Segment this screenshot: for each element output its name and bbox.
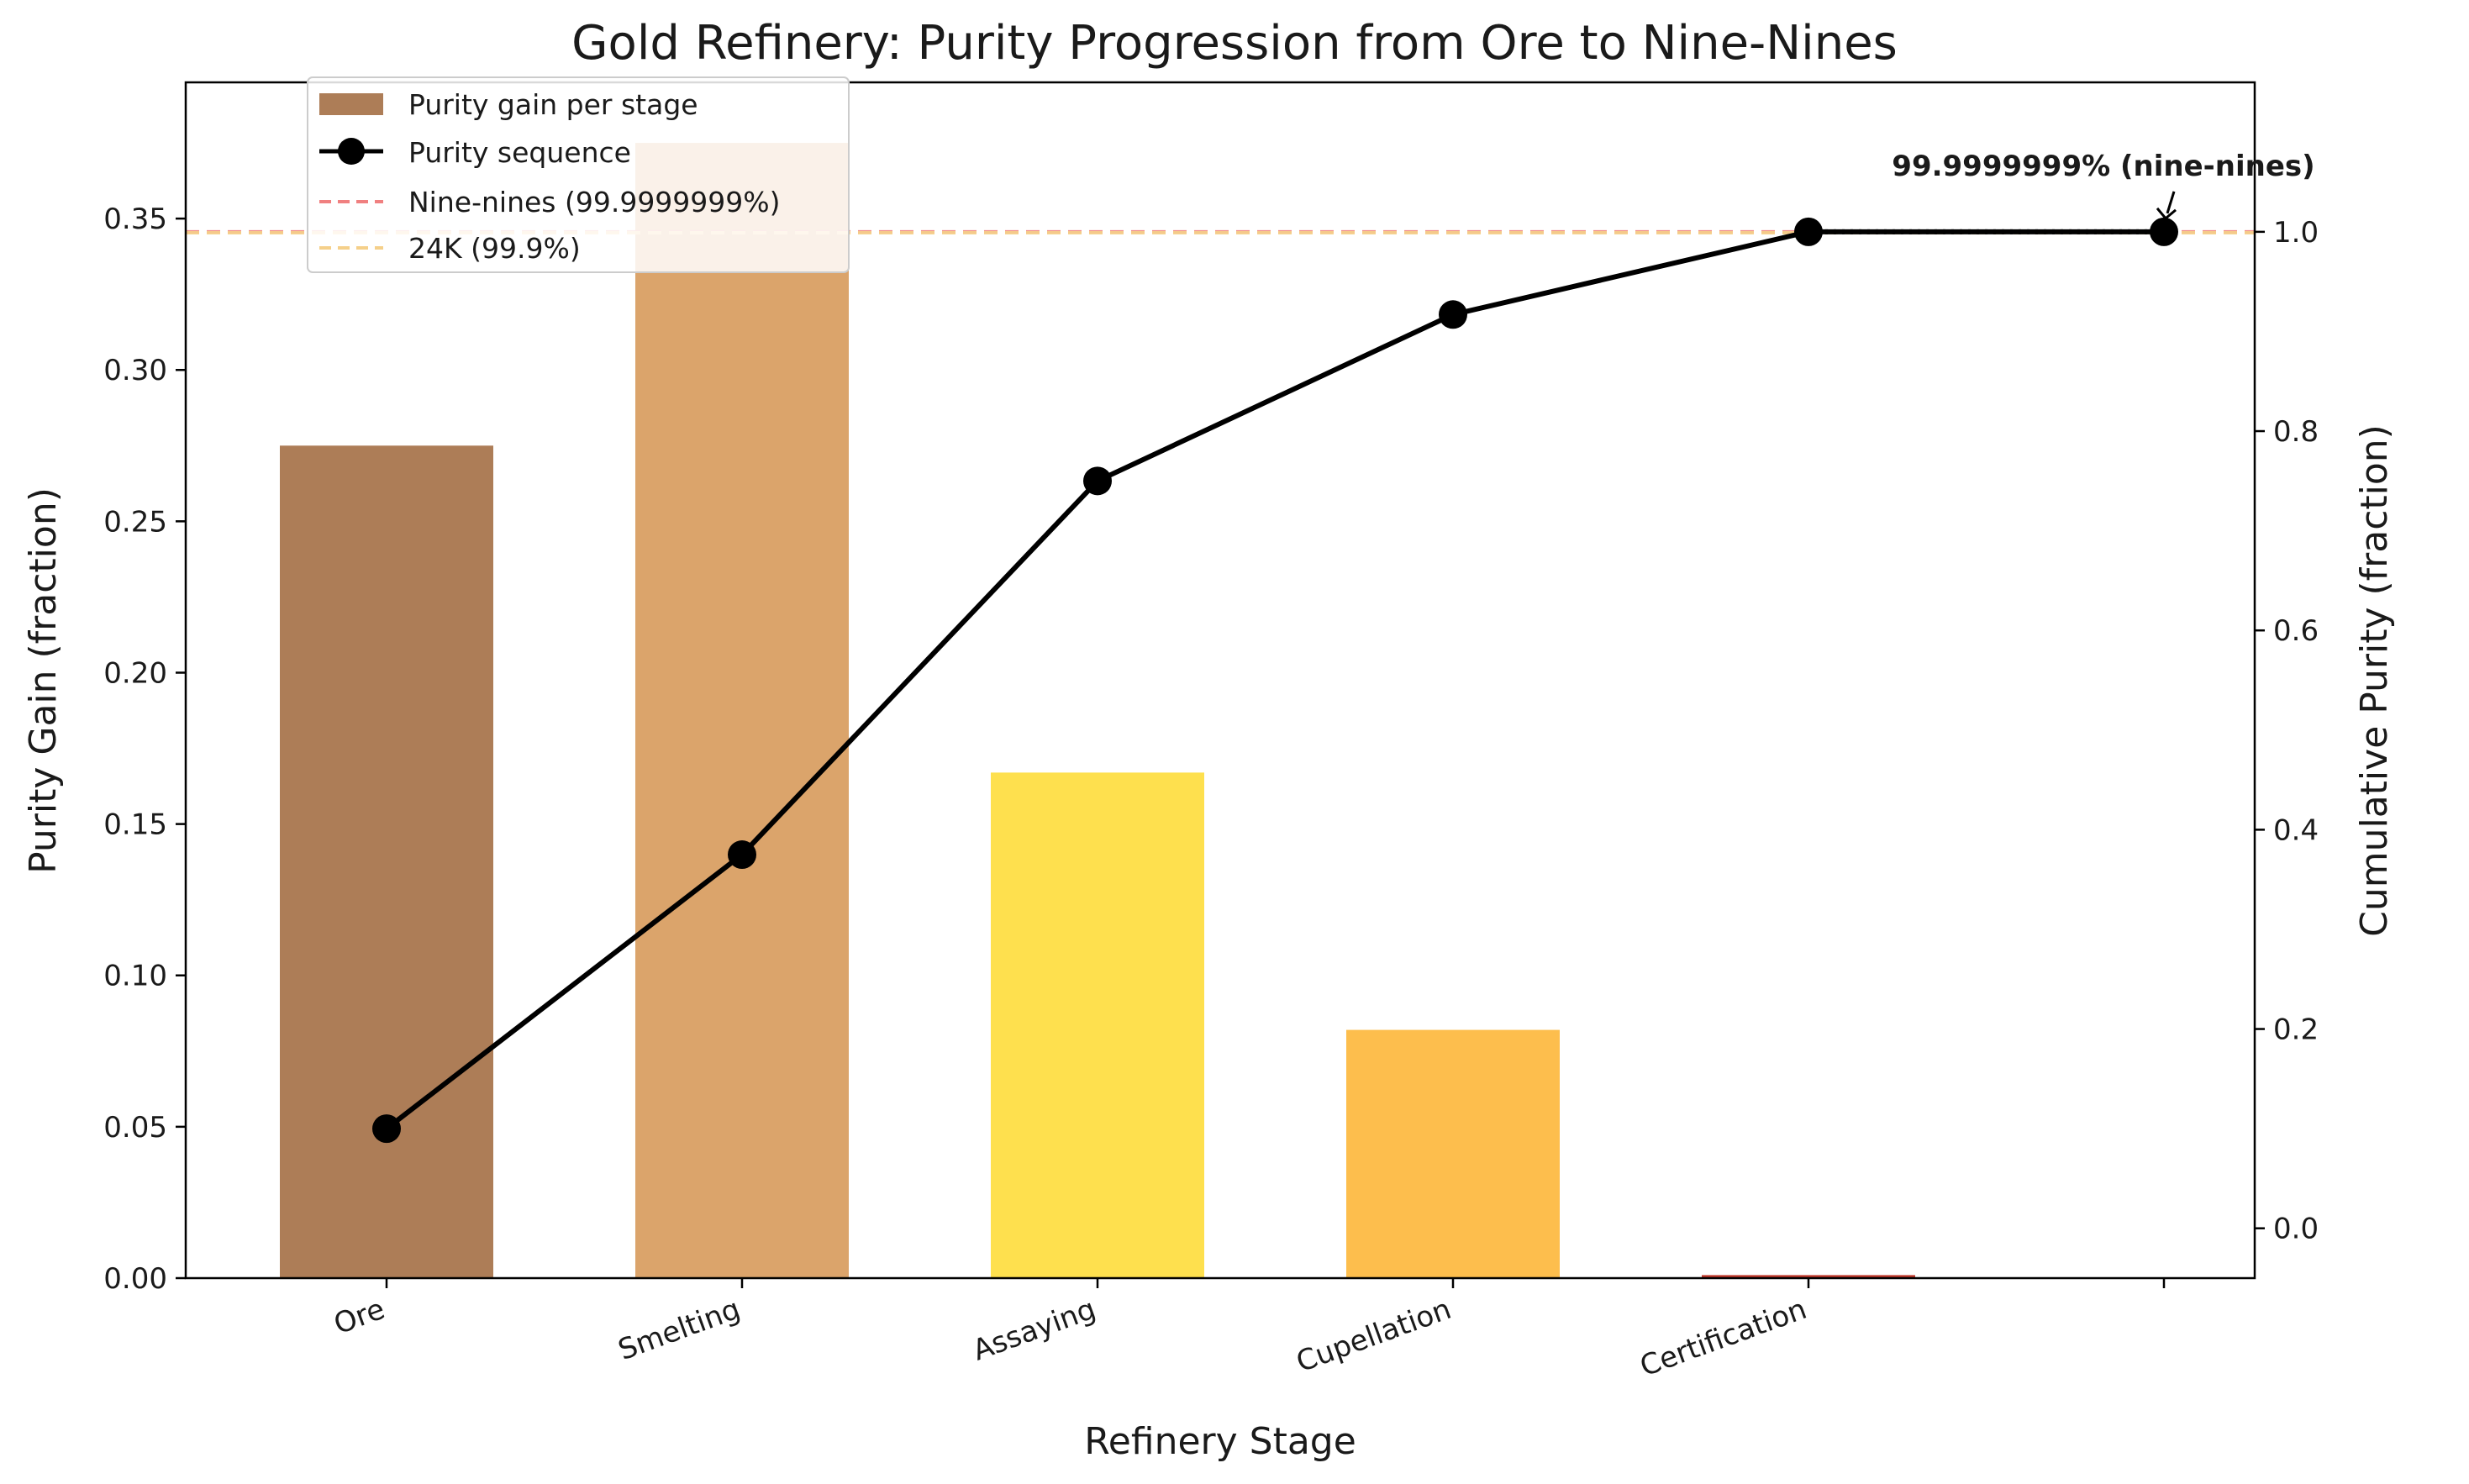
purity-point-3 xyxy=(1439,300,1467,329)
x-tick-label-ore: Ore xyxy=(329,1292,389,1341)
bar-cupellation xyxy=(1346,1029,1560,1278)
legend-swatch-marker xyxy=(338,138,365,165)
x-axis-ticks: Ore Smelting Assaying Cupellation Certificat… xyxy=(329,1278,2166,1384)
chart-title: Gold Refinery: Purity Progression from O… xyxy=(571,16,1898,71)
y2-tick-label: 0.8 xyxy=(2273,415,2319,449)
y2-tick-label: 0.2 xyxy=(2273,1013,2319,1047)
bar-smelting xyxy=(635,143,849,1278)
x-tick-label-cupellation: Cupellation xyxy=(1292,1292,1456,1379)
x-axis-title: Refinery Stage xyxy=(1084,1420,1356,1463)
plot-frame xyxy=(184,81,2256,1280)
legend-label-24k: 24K (99.9%) xyxy=(408,232,581,265)
purity-point-2 xyxy=(1083,466,1112,496)
annotation-arrow xyxy=(2166,191,2176,214)
y-tick-label: 0.15 xyxy=(103,808,167,842)
line-series-group xyxy=(372,217,2178,1144)
bar-ore xyxy=(280,445,493,1278)
left-axis-ticks: 0.00 0.05 0.10 0.15 0.20 0.25 0.30 0.35 xyxy=(103,203,186,1296)
bar-assaying xyxy=(991,772,1204,1278)
right-axis-ticks: 0.0 0.2 0.4 0.6 0.8 1.0 xyxy=(2255,216,2319,1246)
bar-certification xyxy=(1702,1275,1915,1278)
y2-tick-label: 0.0 xyxy=(2273,1213,2319,1246)
legend-label-nine-nines: Nine-nines (99.9999999%) xyxy=(408,186,781,218)
annotation: 99.9999999% (nine-nines) xyxy=(1892,150,2315,220)
y2-axis-title: Cumulative Purity (fraction) xyxy=(2353,424,2396,937)
x-tick-label-assaying: Assaying xyxy=(968,1292,1100,1368)
y-tick-label: 0.20 xyxy=(103,656,167,690)
purity-point-0 xyxy=(372,1114,401,1144)
legend-box xyxy=(307,76,850,273)
legend-swatch-bar xyxy=(319,93,383,115)
y2-tick-label: 1.0 xyxy=(2273,216,2319,250)
y-axis-title: Purity Gain (fraction) xyxy=(22,487,65,874)
legend-label-bar: Purity gain per stage xyxy=(408,88,698,121)
y-tick-label: 0.10 xyxy=(103,960,167,993)
legend-label-line: Purity sequence xyxy=(408,136,631,169)
y2-tick-label: 0.6 xyxy=(2273,614,2319,648)
y-tick-label: 0.25 xyxy=(103,505,167,539)
purity-point-4 xyxy=(1794,217,1823,246)
y-tick-label: 0.00 xyxy=(103,1262,167,1296)
y-tick-label: 0.35 xyxy=(103,203,167,236)
annotation-label: 99.9999999% (nine-nines) xyxy=(1892,150,2314,183)
annotation-arrowhead xyxy=(2156,207,2177,220)
y-tick-label: 0.05 xyxy=(103,1111,167,1145)
y2-tick-label: 0.4 xyxy=(2273,813,2319,847)
legend: Purity gain per stage Purity sequence Ni… xyxy=(307,76,850,273)
y-tick-label: 0.30 xyxy=(103,354,167,387)
purity-point-5 xyxy=(2150,217,2178,246)
bars-group xyxy=(280,143,1915,1278)
purity-point-1 xyxy=(728,840,756,870)
x-tick-label-smelting: Smelting xyxy=(614,1292,745,1367)
x-tick-label-certification: Certification xyxy=(1635,1292,1811,1384)
